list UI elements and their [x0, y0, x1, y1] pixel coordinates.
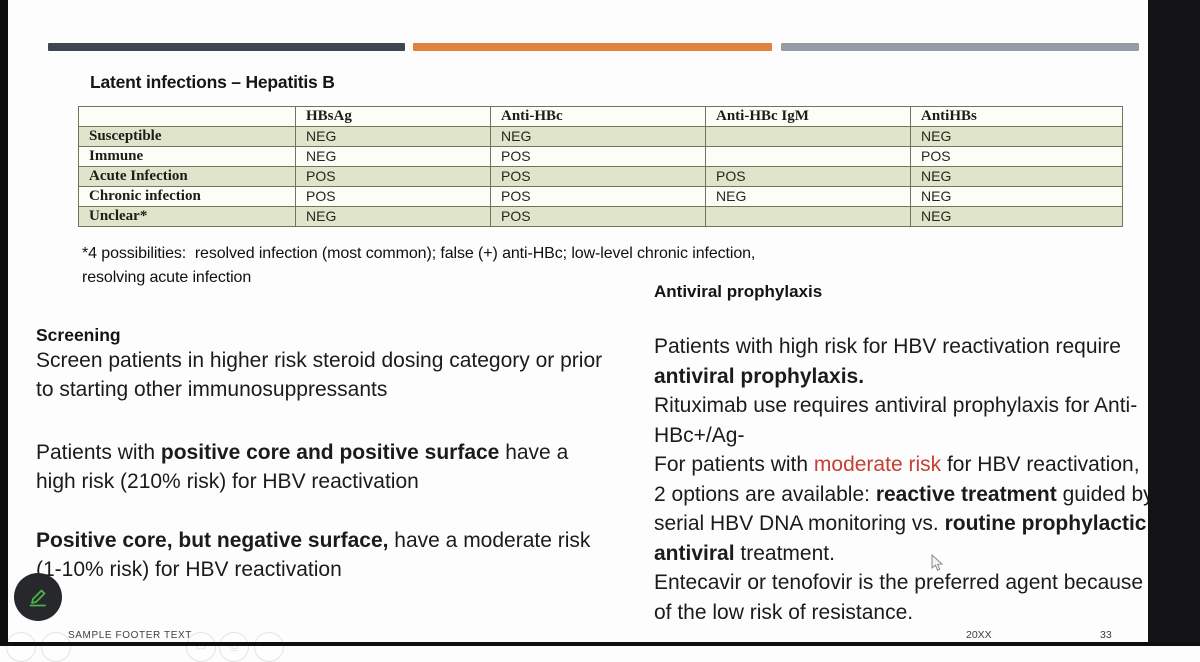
table-cell: POS — [295, 186, 491, 207]
text-segment: treatment. Entecavir or tenofovir is the… — [654, 541, 1144, 624]
table-cell: NEG — [910, 186, 1123, 207]
text-segment: antiviral prophylaxis. — [654, 364, 865, 388]
table-cell: POS — [490, 186, 706, 207]
antiviral-heading: Antiviral prophylaxis — [654, 282, 823, 301]
table-row: Chronic infection POS POS NEG NEG — [78, 186, 1123, 207]
hepatitis-b-serology-table: HBsAg Anti-HBc Anti-HBc IgM AntiHBs Suscept… — [78, 106, 1123, 227]
table-cell: POS — [490, 206, 706, 227]
text-segment: Screen patients in higher risk steroid d… — [36, 349, 608, 401]
text-segment: Rituximab use requires antiviral prophyl… — [654, 394, 1138, 476]
table-row: Susceptible NEG NEG NEG — [78, 126, 1123, 147]
slide-title: Latent infections – Hepatitis B — [90, 72, 335, 92]
text-segment: Positive core, but negative surface, — [36, 529, 389, 552]
footer-year: 20XX — [966, 629, 992, 641]
text-segment: have a high risk (210% risk) for HBV rea… — [36, 441, 580, 493]
table-cell: NEG — [490, 126, 706, 147]
screening-paragraph-2: Patients with positive core and positive… — [36, 438, 618, 496]
screen-border-bottom — [0, 642, 1200, 646]
text-segment: positive core and positive surface — [160, 441, 500, 464]
accent-bar-dark — [48, 43, 405, 51]
text-segment: reactive treatment — [875, 482, 1057, 506]
text-segment: routine prophylactic antiviral — [654, 512, 1147, 565]
table-cell: NEG — [295, 206, 491, 227]
table-column-header: HBsAg — [295, 106, 491, 127]
toolbar-circle-button[interactable] — [254, 632, 284, 662]
table-column-header: Anti-HBc — [490, 106, 706, 127]
table-cell — [705, 126, 911, 147]
table-row: Immune NEG POS POS — [78, 146, 1123, 167]
antiviral-paragraph: Patients with high risk for HBV reactiva… — [654, 332, 1154, 627]
table-row-label: Chronic infection — [78, 186, 296, 207]
table-cell — [705, 146, 911, 167]
camera-icon[interactable]: ⎙ — [219, 632, 249, 662]
screening-heading: Screening — [36, 325, 121, 345]
screening-paragraph-3: Positive core, but negative surface, hav… — [36, 526, 618, 584]
text-segment: moderate risk — [813, 453, 942, 476]
table-cell: NEG — [295, 126, 491, 147]
table-cell: NEG — [910, 126, 1123, 147]
table-cell: POS — [490, 146, 706, 167]
text-segment: Patients with — [36, 441, 161, 464]
accent-bar-gray — [781, 43, 1139, 51]
table-row-label: Unclear* — [78, 206, 296, 227]
table-cell: NEG — [295, 146, 491, 167]
screen-border-right — [1148, 0, 1200, 646]
table-header-row: HBsAg Anti-HBc Anti-HBc IgM AntiHBs — [78, 106, 1123, 127]
text-segment: for HBV reactivation, 2 options are avai… — [654, 453, 1146, 506]
toolbar-circle-button[interactable] — [41, 632, 71, 662]
text-segment: have a moderate risk (1-10% risk) for HB… — [36, 529, 597, 581]
footer-page-number: 33 — [1100, 629, 1112, 641]
toolbar-circle-button[interactable] — [6, 632, 36, 662]
table-cell: NEG — [910, 206, 1123, 227]
screen-border-left — [0, 0, 8, 646]
footer-text: SAMPLE FOOTER TEXT — [68, 630, 192, 641]
accent-bar-orange — [413, 43, 772, 51]
table-footnote: *4 possibilities: resolved infection (mo… — [82, 245, 756, 286]
screening-paragraph-1: Screen patients in higher risk steroid d… — [36, 346, 618, 404]
table-cell: POS — [490, 166, 706, 187]
table-row: Acute Infection POS POS POS NEG — [78, 166, 1123, 187]
table-cell: POS — [910, 146, 1123, 167]
table-cell: POS — [705, 166, 911, 187]
screening-section: Screening Screen patients in higher risk… — [36, 325, 618, 404]
table-cell: POS — [295, 166, 491, 187]
annotate-pencil-button[interactable] — [14, 573, 62, 621]
table-cell: NEG — [910, 166, 1123, 187]
table-column-header — [78, 106, 296, 127]
table-row-label: Susceptible — [78, 126, 296, 147]
table-column-header: AntiHBs — [910, 106, 1123, 127]
text-segment: Patients with high risk for HBV reactiva… — [654, 335, 1127, 358]
pencil-icon — [25, 584, 51, 610]
table-cell — [705, 206, 911, 227]
table-column-header: Anti-HBc IgM — [705, 106, 911, 127]
table-row: Unclear* NEG POS NEG — [78, 206, 1123, 227]
table-row-label: Acute Infection — [78, 166, 296, 187]
table-row-label: Immune — [78, 146, 296, 167]
table-cell: NEG — [705, 186, 911, 207]
